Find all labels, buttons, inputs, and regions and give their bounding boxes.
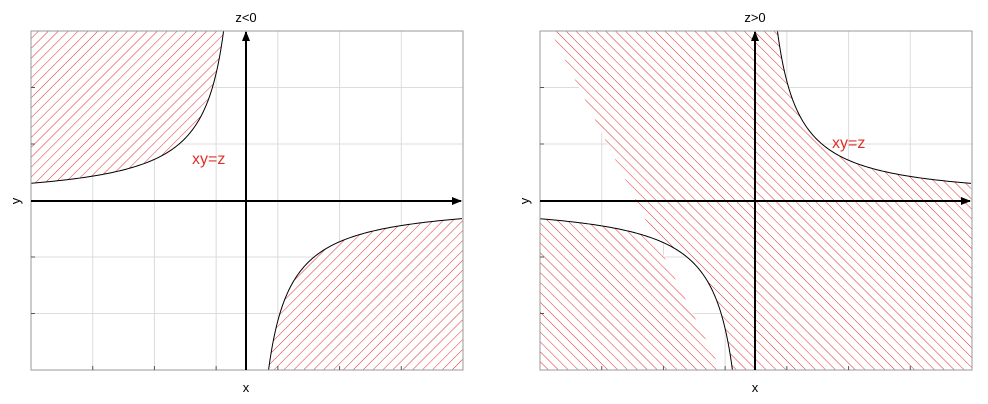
hyperbola-curves	[540, 31, 972, 370]
x-axis-label: x	[752, 380, 759, 395]
y-axis-label: y	[8, 197, 23, 204]
curve-label: xy=z	[832, 135, 865, 152]
chart-title: z<0	[235, 10, 256, 25]
hyperbola-branch-positive-x	[268, 218, 463, 370]
shaded-region	[31, 31, 463, 370]
hyperbola-branch-positive-x	[776, 31, 972, 184]
chart-z-positive: z>0 x y xy=z	[517, 10, 973, 395]
hyperbola-branch-negative-x	[31, 31, 225, 184]
chart-title: z>0	[744, 10, 765, 25]
ticks	[540, 87, 911, 370]
shaded-regions	[31, 31, 463, 370]
hyperbola-branch-negative-x	[540, 218, 733, 370]
x-axis-label: x	[243, 380, 250, 395]
y-axis-label: y	[517, 197, 532, 204]
hyperbola-curves	[31, 31, 463, 370]
chart-z-negative: z<0 x y xy=z	[8, 10, 464, 395]
curve-label: xy=z	[192, 151, 225, 168]
